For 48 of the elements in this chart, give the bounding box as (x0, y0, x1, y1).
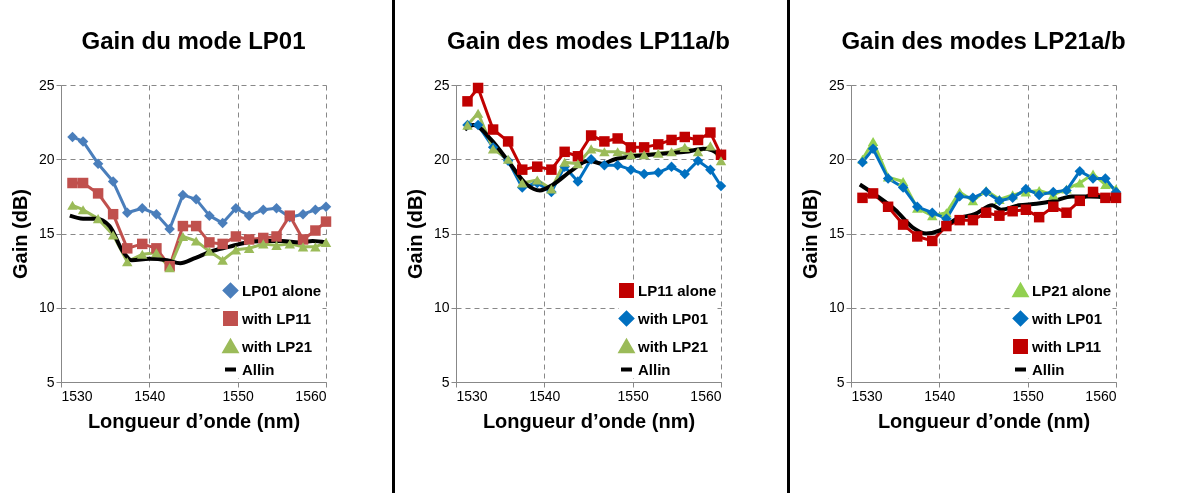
y-tick-label: 20 (38, 150, 55, 167)
x-tick-label: 1560 (1085, 387, 1117, 404)
y-axis-title: Gain (dB) (8, 189, 31, 279)
legend-label: with LP11 (241, 309, 312, 327)
chart-title: Gain des modes LP11a/b (447, 27, 730, 54)
x-axis-title: Longueur d’onde (nm) (877, 409, 1091, 432)
x-tick-label: 1540 (924, 387, 956, 404)
y-tick-label: 20 (828, 150, 845, 167)
chart-title: Gain du mode LP01 (81, 27, 306, 54)
legend-label: LP11 alone (638, 281, 717, 299)
x-tick-label: 1530 (851, 387, 883, 404)
legend-label: with LP21 (241, 337, 313, 355)
y-tick-label: 25 (38, 76, 55, 93)
y-tick-label: 10 (828, 299, 845, 316)
chart-title: Gain des modes LP21a/b (841, 27, 1126, 54)
legend-label: Allin (242, 360, 275, 378)
y-tick-label: 10 (38, 299, 55, 316)
legend-label: with LP01 (1031, 309, 1103, 327)
legend-label: with LP11 (1031, 337, 1102, 355)
y-tick-label: 5 (836, 373, 845, 390)
x-tick-label: 1540 (134, 387, 166, 404)
y-tick-label: 15 (38, 225, 55, 241)
legend-label: with LP01 (637, 309, 709, 327)
y-tick-label: 10 (433, 299, 450, 316)
y-tick-label: 15 (828, 225, 845, 241)
y-axis-title: Gain (dB) (403, 189, 426, 279)
y-tick-label: 25 (433, 76, 450, 93)
x-tick-label: 1560 (690, 387, 722, 404)
x-tick-label: 1560 (295, 387, 327, 404)
x-tick-label: 1530 (456, 387, 488, 404)
x-tick-label: 1530 (61, 387, 93, 404)
legend-label: LP01 alone (242, 281, 322, 299)
y-tick-label: 5 (46, 373, 55, 390)
y-tick-label: 15 (433, 225, 450, 241)
legend-label: Allin (1032, 360, 1065, 378)
x-tick-label: 1550 (617, 387, 649, 404)
y-axis-title: Gain (dB) (798, 189, 821, 279)
x-tick-label: 1550 (222, 387, 254, 404)
x-axis-title: Longueur d’onde (nm) (482, 409, 696, 432)
y-tick-label: 20 (433, 150, 450, 167)
legend-label: with LP21 (637, 337, 709, 355)
x-tick-label: 1540 (529, 387, 561, 404)
legend-label: Allin (638, 360, 671, 378)
legend-label: LP21 alone (1032, 281, 1112, 299)
y-tick-label: 5 (441, 373, 450, 390)
x-axis-title: Longueur d’onde (nm) (87, 409, 301, 432)
y-tick-label: 25 (828, 76, 845, 93)
x-tick-label: 1550 (1012, 387, 1044, 404)
